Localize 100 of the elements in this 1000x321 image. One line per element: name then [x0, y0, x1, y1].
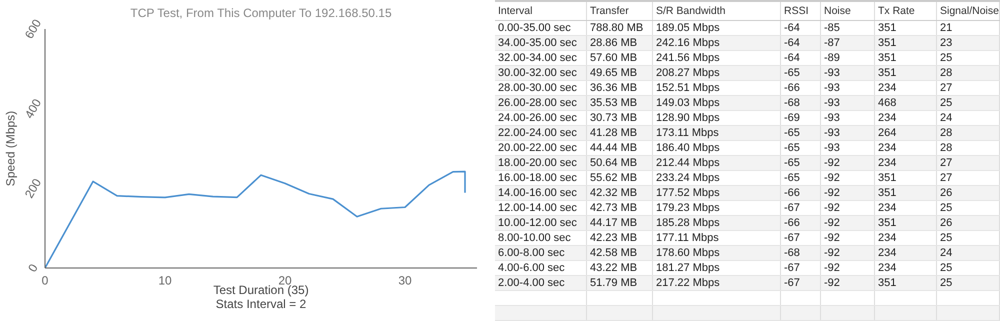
text: -66 [781, 216, 821, 230]
text: -93 [821, 81, 875, 95]
text: -92 [821, 216, 875, 230]
text: 24.00-26.00 sec [495, 111, 587, 125]
text: 351 [875, 51, 937, 65]
text: 55.62 MB [587, 171, 653, 185]
text: 25 [937, 51, 1000, 65]
text: 30.00-32.00 sec [495, 66, 587, 80]
text: -92 [821, 201, 875, 215]
text: 22.00-24.00 sec [495, 126, 587, 140]
text: 351 [875, 216, 937, 230]
text: 351 [875, 21, 937, 35]
text: -87 [821, 36, 875, 50]
text: -69 [781, 111, 821, 125]
text: -67 [781, 231, 821, 245]
x-tick-label: 10 [158, 274, 172, 288]
text: -93 [821, 96, 875, 110]
text: 208.27 Mbps [653, 66, 781, 80]
text: -92 [821, 171, 875, 185]
text: -93 [821, 126, 875, 140]
text: 18.00-20.00 sec [495, 156, 587, 170]
text: 4.00-6.00 sec [495, 261, 587, 275]
text: 234 [875, 156, 937, 170]
text: -92 [821, 261, 875, 275]
text: 25 [937, 231, 1000, 245]
text: 181.27 Mbps [653, 261, 781, 275]
text: -64 [781, 21, 821, 35]
text: -67 [781, 276, 821, 290]
category-label: Tx Rate [875, 2, 937, 20]
text: -92 [821, 186, 875, 200]
text: 351 [875, 276, 937, 290]
text: -66 [781, 186, 821, 200]
text: 25 [937, 261, 1000, 275]
text: 28 [937, 126, 1000, 140]
text: -93 [821, 111, 875, 125]
text: 351 [875, 171, 937, 185]
text: -93 [821, 141, 875, 155]
text: 468 [875, 96, 937, 110]
y-tick-label: 400 [22, 96, 44, 121]
text: 44.17 MB [587, 216, 653, 230]
text: 233.24 Mbps [653, 171, 781, 185]
chart-title: TCP Test, From This Computer To 192.168.50.15 [129, 6, 393, 20]
text: -85 [821, 21, 875, 35]
text: 234 [875, 81, 937, 95]
category-label: Interval [495, 2, 587, 20]
category-label: Noise [821, 2, 875, 20]
text: -65 [781, 156, 821, 170]
text: -92 [821, 231, 875, 245]
text: -89 [821, 51, 875, 65]
text: 8.00-10.00 sec [495, 231, 587, 245]
text: Stats Interval = 2 [214, 297, 308, 311]
text: 20.00-22.00 sec [495, 141, 587, 155]
text: 0.00-35.00 sec [495, 21, 587, 35]
x-axis-title: Test Duration (35) [213, 283, 309, 297]
text: 41.28 MB [587, 126, 653, 140]
text: 14.00-16.00 sec [495, 186, 587, 200]
text: 6.00-8.00 sec [495, 246, 587, 260]
text: 57.60 MB [587, 51, 653, 65]
text: -68 [781, 246, 821, 260]
text: -65 [781, 171, 821, 185]
text: 50.64 MB [587, 156, 653, 170]
text: 234 [875, 231, 937, 245]
text: 177.11 Mbps [653, 231, 781, 245]
text: 28.00-30.00 sec [495, 81, 587, 95]
category-label: Signal/Noise [937, 2, 1000, 20]
text: 264 [875, 126, 937, 140]
text: -92 [821, 246, 875, 260]
text: 234 [875, 246, 937, 260]
text: 234 [875, 141, 937, 155]
text: 24 [937, 111, 1000, 125]
text: 49.65 MB [587, 66, 653, 80]
text: 234 [875, 201, 937, 215]
text: 178.60 Mbps [653, 246, 781, 260]
text: 28.86 MB [587, 36, 653, 50]
text: 42.58 MB [587, 246, 653, 260]
text: -93 [821, 66, 875, 80]
text: 34.00-35.00 sec [495, 36, 587, 50]
text: 189.05 Mbps [653, 21, 781, 35]
text: -92 [821, 156, 875, 170]
category-label: S/R Bandwidth [653, 2, 781, 20]
text: 177.52 Mbps [653, 186, 781, 200]
y-axis-title: Speed (Mbps) [3, 110, 18, 186]
text: 27 [937, 81, 1000, 95]
text: 27 [937, 156, 1000, 170]
y-tick-label: 600 [22, 16, 44, 42]
text: -67 [781, 261, 821, 275]
text: -64 [781, 51, 821, 65]
x-tick-label: 30 [398, 274, 412, 288]
text: 35.53 MB [587, 96, 653, 110]
text: 21 [937, 21, 1000, 35]
text: 25 [937, 96, 1000, 110]
text: -68 [781, 96, 821, 110]
text: 28 [937, 141, 1000, 155]
category-label: RSSI [781, 2, 821, 20]
text: 10.00-12.00 sec [495, 216, 587, 230]
text: 217.22 Mbps [653, 276, 781, 290]
text: 26 [937, 216, 1000, 230]
text: 351 [875, 66, 937, 80]
text: 32.00-34.00 sec [495, 51, 587, 65]
text: 241.56 Mbps [653, 51, 781, 65]
